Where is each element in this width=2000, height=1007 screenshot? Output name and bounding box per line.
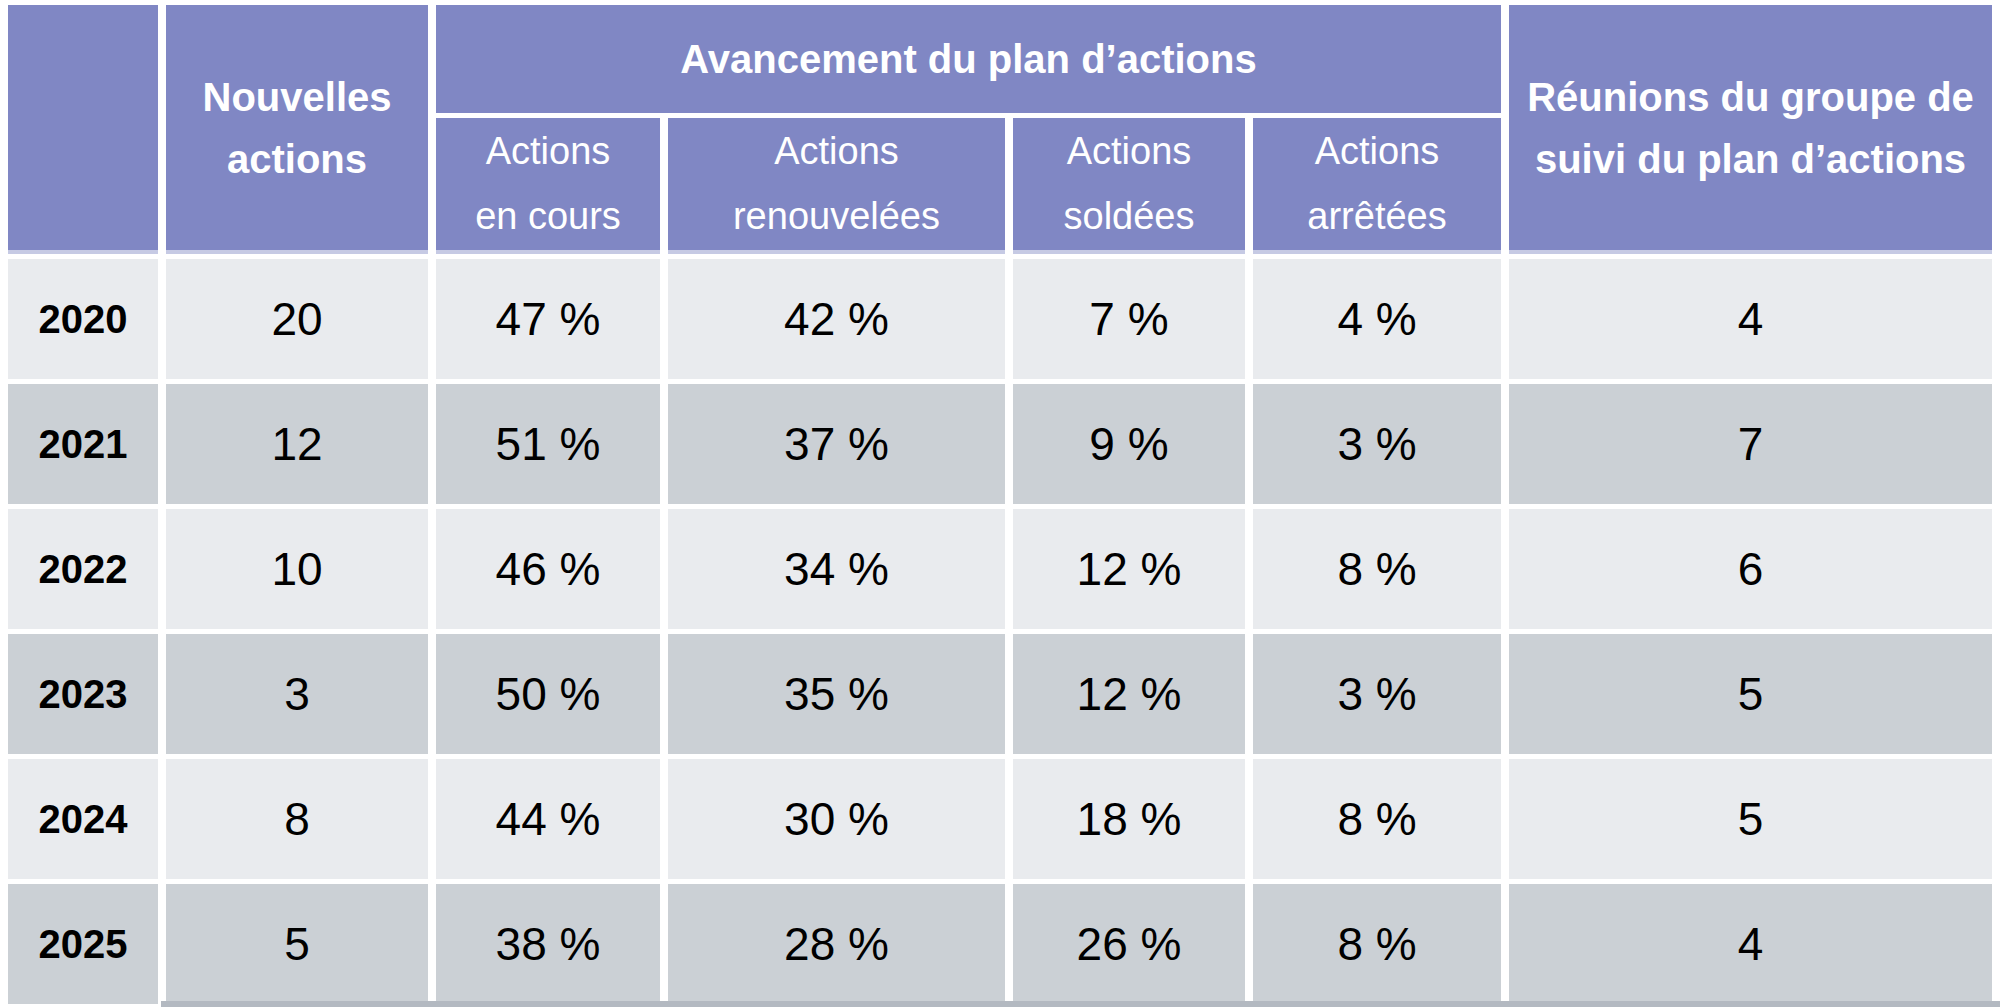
cell-soldees: 26 %: [1013, 884, 1245, 1004]
year-cell: 2022: [8, 509, 158, 629]
cell-nouvelles: 20: [166, 259, 428, 379]
table-row-2023: 2023 3 50 % 35 % 12 % 3 % 5: [8, 634, 1992, 754]
year-cell: 2024: [8, 759, 158, 879]
cell-arretees: 8 %: [1253, 759, 1501, 879]
cell-reunions: 4: [1509, 259, 1992, 379]
table-row-2024: 2024 8 44 % 30 % 18 % 8 % 5: [8, 759, 1992, 879]
cell-soldees: 18 %: [1013, 759, 1245, 879]
table-body: 2020 20 47 % 42 % 7 % 4 % 4 2021 12 51 %…: [8, 259, 1992, 1004]
year-cell: 2021: [8, 384, 158, 504]
header-row-top: Nouvelles actions Avancement du plan d’a…: [8, 5, 1992, 113]
col-header-reunions: Réunions du groupe de suivi du plan d’ac…: [1509, 5, 1992, 254]
cell-soldees: 7 %: [1013, 259, 1245, 379]
cell-arretees: 3 %: [1253, 634, 1501, 754]
corner-cell: [8, 5, 158, 254]
cell-en-cours: 38 %: [436, 884, 660, 1004]
col-header-nouvelles-actions: Nouvelles actions: [166, 5, 428, 254]
cell-reunions: 4: [1509, 884, 1992, 1004]
cell-arretees: 3 %: [1253, 384, 1501, 504]
action-plan-table: Nouvelles actions Avancement du plan d’a…: [0, 0, 2000, 1007]
cell-en-cours: 44 %: [436, 759, 660, 879]
cell-soldees: 9 %: [1013, 384, 1245, 504]
cell-renouvelees: 28 %: [668, 884, 1005, 1004]
cell-soldees: 12 %: [1013, 634, 1245, 754]
cell-renouvelees: 42 %: [668, 259, 1005, 379]
cell-en-cours: 46 %: [436, 509, 660, 629]
cell-nouvelles: 8: [166, 759, 428, 879]
table-row-2025: 2025 5 38 % 28 % 26 % 8 % 4: [8, 884, 1992, 1004]
cell-en-cours: 47 %: [436, 259, 660, 379]
cell-arretees: 4 %: [1253, 259, 1501, 379]
cell-en-cours: 51 %: [436, 384, 660, 504]
cell-renouvelees: 35 %: [668, 634, 1005, 754]
cell-nouvelles: 10: [166, 509, 428, 629]
cell-en-cours: 50 %: [436, 634, 660, 754]
table-header: Nouvelles actions Avancement du plan d’a…: [8, 5, 1992, 254]
cell-renouvelees: 37 %: [668, 384, 1005, 504]
cell-arretees: 8 %: [1253, 509, 1501, 629]
cell-nouvelles: 12: [166, 384, 428, 504]
col-header-actions-soldees: Actions soldées: [1013, 118, 1245, 254]
cell-reunions: 6: [1509, 509, 1992, 629]
col-header-actions-en-cours: Actions en cours: [436, 118, 660, 254]
cell-reunions: 5: [1509, 634, 1992, 754]
cell-soldees: 12 %: [1013, 509, 1245, 629]
table-row-2022: 2022 10 46 % 34 % 12 % 8 % 6: [8, 509, 1992, 629]
col-group-header-avancement: Avancement du plan d’actions: [436, 5, 1501, 113]
cell-renouvelees: 30 %: [668, 759, 1005, 879]
table-bottom-edge: [161, 1001, 2000, 1007]
cell-arretees: 8 %: [1253, 884, 1501, 1004]
table-row-2020: 2020 20 47 % 42 % 7 % 4 % 4: [8, 259, 1992, 379]
year-cell: 2020: [8, 259, 158, 379]
cell-reunions: 7: [1509, 384, 1992, 504]
cell-nouvelles: 5: [166, 884, 428, 1004]
year-cell: 2023: [8, 634, 158, 754]
col-header-actions-renouvelees: Actions renouvelées: [668, 118, 1005, 254]
cell-reunions: 5: [1509, 759, 1992, 879]
year-cell: 2025: [8, 884, 158, 1004]
col-header-actions-arretees: Actions arrêtées: [1253, 118, 1501, 254]
cell-nouvelles: 3: [166, 634, 428, 754]
table-row-2021: 2021 12 51 % 37 % 9 % 3 % 7: [8, 384, 1992, 504]
cell-renouvelees: 34 %: [668, 509, 1005, 629]
